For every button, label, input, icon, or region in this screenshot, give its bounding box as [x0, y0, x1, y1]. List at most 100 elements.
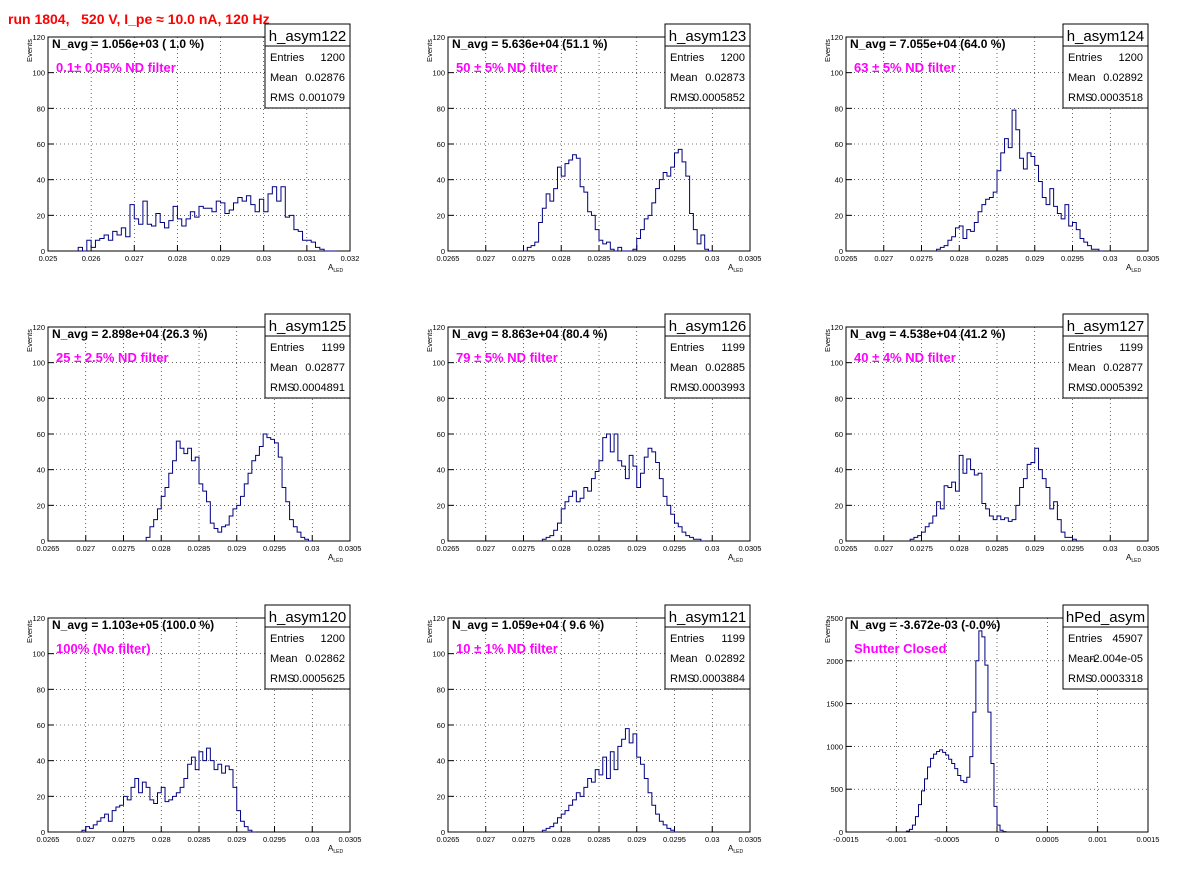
x-tick-label: 0.03	[305, 835, 320, 844]
histogram-panel: 0.0265 0.027 0.0275 0.028 0.0285 0.029 0.0295 0…	[25, 313, 361, 564]
stats-value: 1200	[321, 633, 345, 645]
stats-value: 0.02892	[705, 653, 745, 665]
y-tick-label: 100	[830, 69, 843, 78]
n-avg-label: N_avg = 1.103e+05 (100.0 %)	[52, 618, 214, 632]
y-axis-label: Events	[425, 39, 434, 62]
plot-frame	[447, 326, 751, 542]
histogram-panel: 0.0265 0.027 0.0275 0.028 0.0285 0.029 0.0295 0…	[425, 23, 761, 274]
x-axis-label: ALED	[728, 553, 743, 564]
x-tick-label: 0.028	[152, 835, 171, 844]
y-tick-label: 40	[37, 466, 45, 475]
stats-label: Mean	[670, 653, 698, 665]
y-tick-label: 20	[37, 501, 45, 510]
x-tick-label: 0.029	[1025, 544, 1044, 553]
x-tick-label: 0.0305	[739, 544, 762, 553]
histogram-series	[145, 433, 313, 542]
stats-box	[264, 335, 351, 399]
y-tick-label: 2000	[826, 657, 843, 666]
n-avg-label: N_avg = 5.636e+04 (51.1 %)	[452, 37, 607, 51]
stats-label: Entries	[270, 633, 305, 645]
stats-box	[264, 45, 351, 109]
y-tick-label: 100	[432, 650, 445, 659]
x-tick-label: 0.0285	[986, 254, 1009, 263]
histogram-series	[909, 447, 1077, 541]
y-tick-label: 80	[37, 394, 45, 403]
x-axis-label: ALED	[1126, 263, 1141, 274]
stats-label: Mean	[270, 72, 298, 84]
x-tick-label: 0.027	[874, 254, 893, 263]
x-tick-label: 0.0295	[1061, 544, 1084, 553]
y-tick-label: 40	[37, 757, 45, 766]
stats-value: 0.02892	[1103, 72, 1143, 84]
stats-value: 0.0003318	[1091, 673, 1143, 685]
x-tick-label: 0.0285	[588, 254, 611, 263]
histogram-panel: 0.0265 0.027 0.0275 0.028 0.0285 0.029 0.0295 0…	[823, 23, 1160, 274]
n-avg-label: N_avg = 4.538e+04 (41.2 %)	[850, 327, 1005, 341]
histogram-series	[523, 148, 713, 252]
histogram-series	[541, 728, 679, 833]
stats-label: Entries	[270, 52, 305, 64]
filter-label: 40 ± 4% ND filter	[854, 350, 956, 365]
x-tick-label: 0.0265	[37, 544, 60, 553]
stats-label: RMS	[270, 673, 294, 685]
x-tick-label: 0.03	[305, 544, 320, 553]
histogram-name: h_asym123	[669, 28, 747, 45]
stats-box	[1062, 335, 1149, 399]
y-tick-label: 20	[37, 792, 45, 801]
stats-label: RMS	[670, 673, 694, 685]
y-tick-label: 100	[830, 359, 843, 368]
x-tick-label: 0.0265	[835, 544, 858, 553]
n-avg-label: N_avg = 1.056e+03 ( 1.0 %)	[52, 37, 204, 51]
stats-label: Mean	[670, 72, 698, 84]
stats-value: -2.004e-05	[1090, 653, 1143, 665]
filter-label: 79 ± 5% ND filter	[456, 350, 558, 365]
stats-value: 0.02873	[705, 72, 745, 84]
y-tick-label: 20	[437, 501, 445, 510]
y-tick-label: 80	[437, 394, 445, 403]
x-tick-label: 0.028	[168, 254, 187, 263]
x-tick-label: 0.0275	[512, 254, 535, 263]
stats-box	[1062, 45, 1149, 109]
stats-label: RMS	[1068, 92, 1092, 104]
x-tick-label: 0.032	[341, 254, 360, 263]
x-tick-label: 0	[995, 835, 999, 844]
y-tick-label: 120	[432, 614, 445, 623]
x-tick-label: 0.0295	[663, 544, 686, 553]
y-axis-label: Events	[25, 620, 34, 643]
y-tick-label: 2500	[826, 614, 843, 623]
x-tick-label: 0.027	[476, 835, 495, 844]
y-tick-label: 40	[437, 757, 445, 766]
filter-label: 0.1± 0.05% ND filter	[56, 60, 176, 75]
histogram-series	[541, 433, 705, 542]
stats-value: 0.0004891	[293, 382, 345, 394]
stats-value: 0.0003518	[1091, 92, 1143, 104]
x-tick-label: 0.0265	[437, 254, 460, 263]
n-avg-label: N_avg = 7.055e+04 (64.0 %)	[850, 37, 1005, 51]
x-tick-label: 0.026	[82, 254, 101, 263]
x-tick-label: 0.0295	[663, 835, 686, 844]
y-axis-label: Events	[823, 39, 832, 62]
stats-value: 0.02876	[305, 72, 345, 84]
y-tick-label: 80	[37, 685, 45, 694]
stats-label: RMS	[1068, 673, 1092, 685]
histogram-panel: 0.0265 0.027 0.0275 0.028 0.0285 0.029 0.0295 0…	[425, 604, 762, 855]
y-tick-label: 0	[41, 828, 45, 837]
histogram-name: h_asym124	[1067, 28, 1145, 45]
x-tick-label: 0.031	[297, 254, 316, 263]
histogram-name: h_asym120	[269, 609, 347, 626]
stats-box	[664, 45, 751, 109]
histogram-panel: 0.0265 0.027 0.0275 0.028 0.0285 0.029 0.0295 0…	[425, 313, 762, 564]
x-tick-label: 0.0305	[1137, 254, 1160, 263]
y-tick-label: 0	[41, 537, 45, 546]
histogram-panel: 0.025 0.026 0.027 0.028 0.029 0.03 0.031 0.032 0…	[25, 23, 360, 274]
filter-label: Shutter Closed	[854, 641, 947, 656]
stats-value: 0.0005392	[1091, 382, 1143, 394]
y-tick-label: 60	[37, 721, 45, 730]
stats-value: 1199	[721, 342, 745, 354]
x-tick-label: 0.03	[1103, 254, 1118, 263]
x-tick-label: 0.029	[627, 254, 646, 263]
stats-label: Mean	[1068, 362, 1096, 374]
x-tick-label: 0.0305	[739, 835, 762, 844]
y-tick-label: 1000	[826, 742, 843, 751]
y-tick-label: 120	[432, 323, 445, 332]
